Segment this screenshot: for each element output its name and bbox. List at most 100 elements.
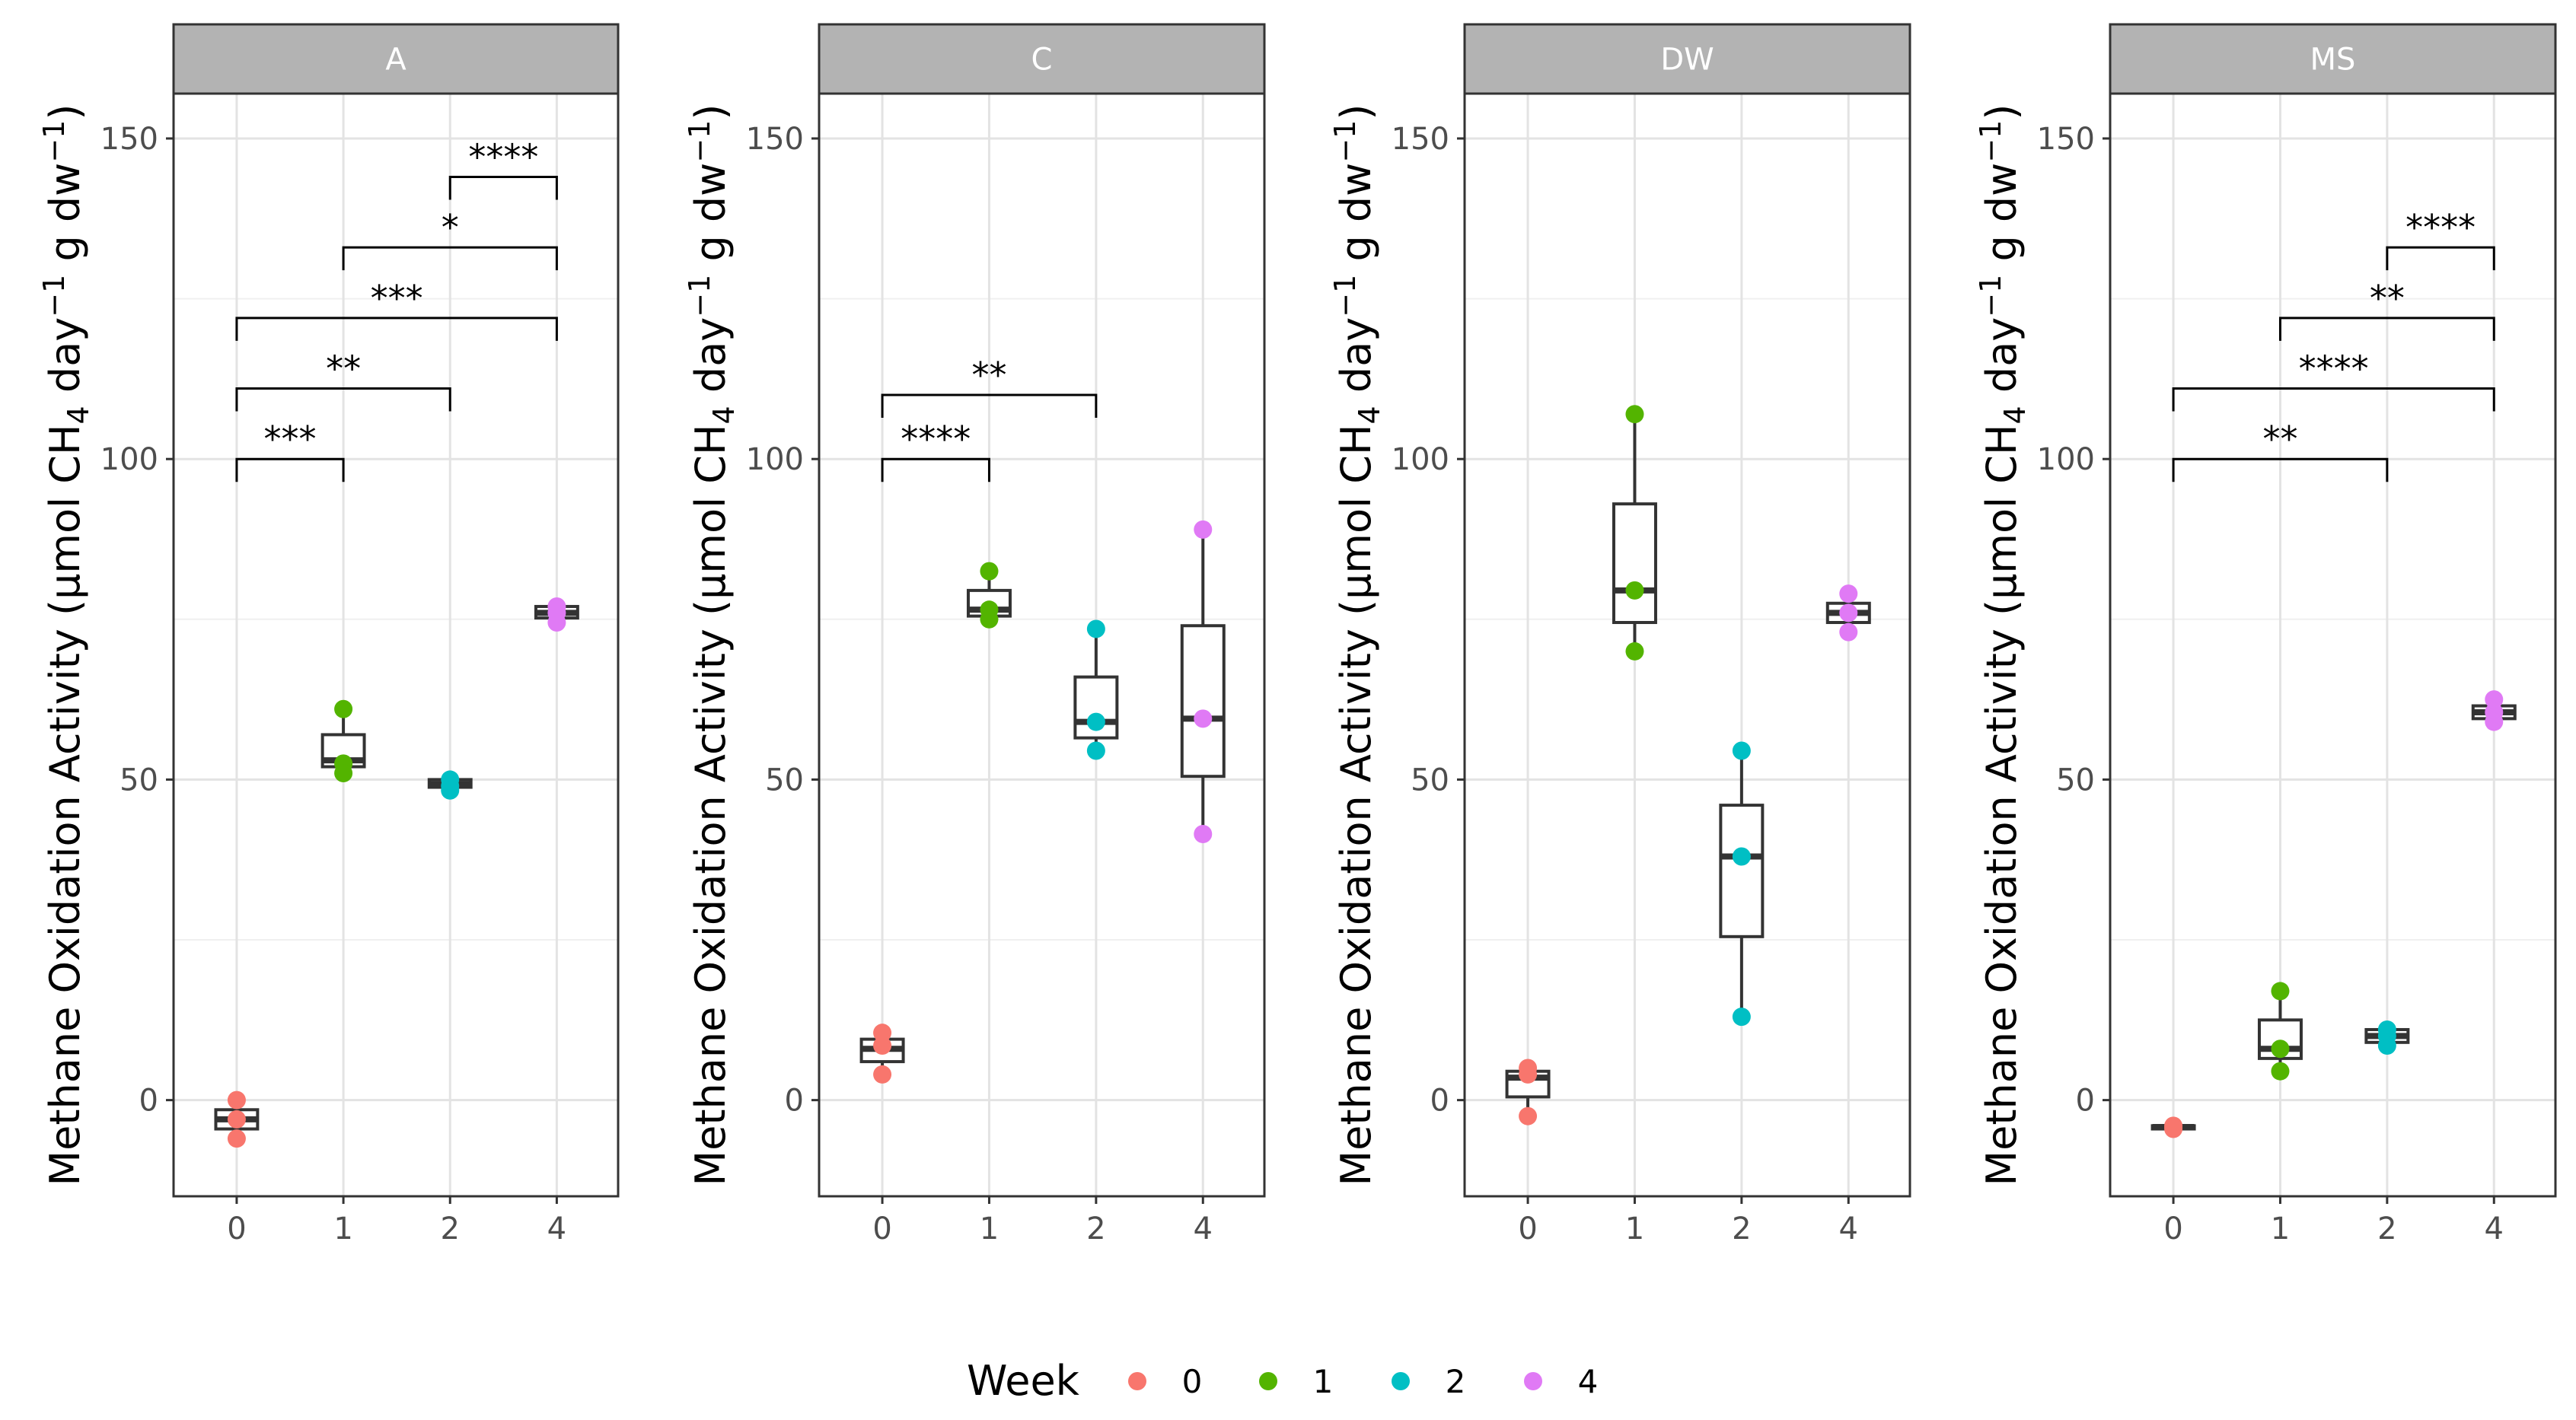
panel-ms-sig-label: ** [2262,419,2297,460]
panel-ms-point-week-4 [2485,712,2504,731]
legend-title: Week [967,1357,1080,1405]
panel-c-point-week-4 [1194,520,1213,539]
y-axis-title-part: 4 [62,406,95,424]
panel-dw-x-tick-label: 1 [1625,1211,1644,1246]
panel-dw-y-tick-label: 150 [1392,122,1449,157]
panel-c-sig-label: ** [971,355,1006,396]
panel-a-point-week-0 [227,1129,246,1148]
panel-ms-point-week-1 [2271,982,2290,1001]
panel-a-sig-label: **** [468,137,538,178]
panel-dw-y-tick-label: 0 [1430,1084,1449,1119]
panel-dw-y-tick-label: 100 [1392,442,1449,477]
panel-dw-box-week-1 [1612,502,1657,625]
panel-ms-sig-bracket [2172,457,2389,482]
y-axis-title-part: Methane Oxidation Activity (µmol CH [41,424,89,1186]
panel-c-sig-label: **** [901,419,971,460]
y-axis-title-part: day [41,317,89,406]
panel-a-x-tick-label: 0 [227,1211,246,1246]
panel-c-point-week-4 [1194,709,1213,728]
panel-ms-sig-label: ** [2370,278,2405,319]
panel-c-x-tick-label: 0 [872,1211,891,1246]
panel-ms-point-week-0 [2164,1119,2183,1138]
panel-dw-point-week-4 [1839,584,1858,603]
panel-ms-x-tick-label: 0 [2163,1211,2182,1246]
y-axis-title-part: Methane Oxidation Activity (µmol CH [687,424,735,1186]
y-axis-title-part: g dw [1978,163,2026,275]
panel-c-sig-bracket [881,457,990,482]
panel-a-y-tick-label: 150 [100,122,158,157]
panel-ms-y-tick-label: 50 [2056,763,2095,798]
panel-a-y-tick-label: 100 [100,442,158,477]
panel-a-x-tick-label: 4 [547,1211,566,1246]
panel-ms-x-tick-label: 4 [2485,1211,2504,1246]
legend-label-week-1: 1 [1313,1363,1334,1400]
y-axis-title-part: ) [41,104,89,120]
legend-label-week-2: 2 [1446,1363,1466,1400]
panel-c-point-week-0 [873,1036,892,1055]
panel-c-y-tick-label: 0 [785,1084,804,1119]
y-axis-title-part: ) [687,104,735,120]
panel-c-point-week-2 [1086,619,1105,638]
panel-dw-point-week-2 [1732,1008,1751,1027]
panel-c-point-week-2 [1086,712,1105,731]
panel-c-y-axis-title: Methane Oxidation Activity (µmol CH4 day… [683,104,741,1186]
panel-c-point-week-0 [873,1065,892,1084]
legend-label-week-0: 0 [1182,1363,1203,1400]
panel-ms-y-axis-title: Methane Oxidation Activity (µmol CH4 day… [1974,104,2032,1186]
panel-dw-point-week-1 [1625,405,1644,424]
panel-c-y-tick-label: 50 [765,763,804,798]
panel-ms-y-tick-label: 100 [2037,442,2095,477]
y-axis-title-part: day [1332,317,1380,406]
panel-dw-point-week-2 [1732,741,1751,760]
panel-dw-x-tick-label: 0 [1518,1211,1537,1246]
panel-ms-sig-bracket [2172,387,2495,412]
panel-ms-sig-label: **** [2299,349,2369,390]
panel-dw-point-week-4 [1839,603,1858,622]
panel-dw-point-week-2 [1732,847,1751,866]
y-axis-title-part: −1 [1328,120,1362,163]
panel-c-point-week-1 [980,562,999,581]
panel-ms-point-week-1 [2271,1040,2290,1059]
panel-c-point-week-4 [1194,825,1213,844]
panel-c-strip [818,23,1266,95]
panel-c-point-week-1 [980,610,999,629]
legend-label-week-4: 4 [1578,1363,1599,1400]
panel-a-point-week-4 [547,613,566,632]
panel-c-y-tick-label: 150 [746,122,804,157]
y-axis-title-part: day [687,317,735,406]
panel-c-y-tick-label: 100 [746,442,804,477]
panel-a-strip-label: A [385,43,406,78]
panel-dw-box-week-2 [1719,804,1765,938]
panel-c-strip-label: C [1031,43,1053,78]
panel-a-point-week-0 [227,1090,246,1110]
panel-a-point-week-1 [334,699,353,718]
panel-ms-x-tick-label: 1 [2271,1211,2290,1246]
panel-ms-sig-label: **** [2405,207,2476,248]
panel-c-sig-bracket [881,393,1098,418]
y-axis-title-part: −1 [37,120,71,163]
y-axis-title-part: g dw [1332,163,1380,275]
panel-ms-strip-label: MS [2310,43,2356,78]
panel-a-sig-bracket [448,176,558,200]
y-axis-title-part: ) [1332,104,1380,120]
panel-a-x-tick-label: 2 [441,1211,460,1246]
y-axis-title-part: −1 [1974,275,2007,317]
y-axis-title-part: 4 [707,406,741,424]
panel-a-sig-label: ** [326,349,361,390]
y-axis-title-part: −1 [1328,275,1362,317]
panel-a-sig-bracket [235,317,558,341]
panel-a-x-tick-label: 1 [333,1211,352,1246]
legend-key-week-4 [1524,1372,1542,1390]
y-axis-title-part: −1 [1974,120,2007,163]
panel-dw-background [1465,94,1910,1196]
panel-dw-strip [1463,23,1911,95]
panel-c-point-week-0 [873,1024,892,1043]
panel-ms-background [2110,94,2555,1196]
panel-dw-strip-label: DW [1660,43,1714,78]
panel-ms-strip [2109,23,2557,95]
y-axis-title-part: −1 [683,275,716,317]
panel-ms-point-week-1 [2271,1062,2290,1081]
panel-a-y-tick-label: 50 [120,763,158,798]
panel-ms-y-tick-label: 150 [2037,122,2095,157]
